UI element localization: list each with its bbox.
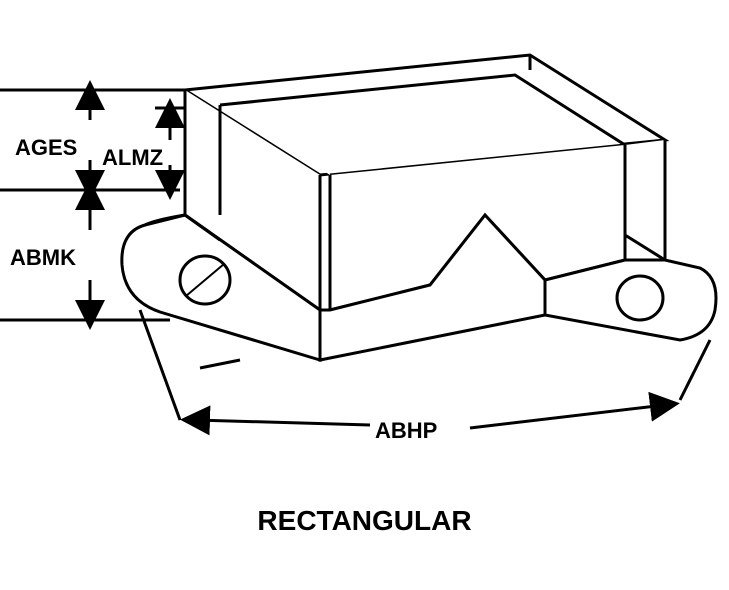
diagram-title: RECTANGULAR — [0, 505, 729, 537]
label-almz: ALMZ — [102, 145, 163, 171]
label-abhp: ABHP — [375, 418, 437, 444]
label-abmk: ABMK — [10, 245, 76, 271]
label-ages: AGES — [15, 135, 77, 161]
technical-diagram: AGES ALMZ ABMK ABHP RECTANGULAR — [0, 0, 729, 585]
bracket-drawing — [0, 0, 729, 585]
